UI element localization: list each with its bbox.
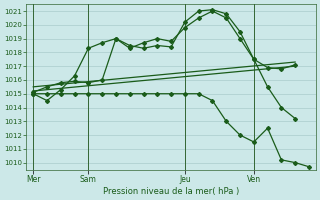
X-axis label: Pression niveau de la mer( hPa ): Pression niveau de la mer( hPa ): [103, 187, 239, 196]
